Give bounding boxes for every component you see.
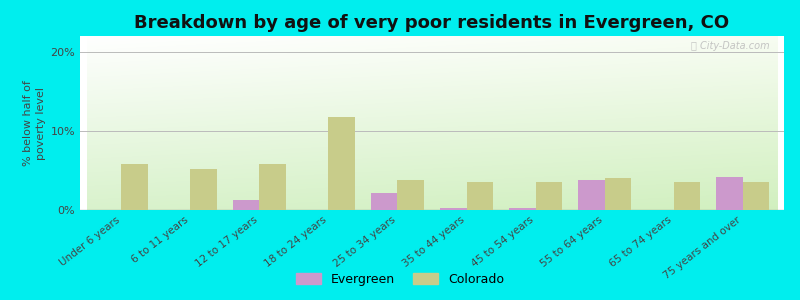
Bar (535, 182, 562, 210)
Bar (259, 164, 286, 210)
Bar (466, 182, 493, 210)
Bar (329, 117, 354, 210)
Bar (234, 200, 259, 210)
Bar (742, 182, 769, 210)
Bar (398, 180, 424, 210)
Legend: Evergreen, Colorado: Evergreen, Colorado (290, 268, 510, 291)
Bar (371, 193, 398, 210)
Title: Breakdown by age of very poor residents in Evergreen, CO: Breakdown by age of very poor residents … (134, 14, 730, 32)
Bar (440, 208, 466, 210)
Y-axis label: % below half of
poverty level: % below half of poverty level (23, 80, 46, 166)
Bar (122, 164, 148, 210)
Bar (578, 180, 605, 210)
Bar (605, 178, 630, 210)
Text: ⓘ City-Data.com: ⓘ City-Data.com (691, 41, 770, 51)
Bar (190, 169, 217, 210)
Bar (510, 208, 535, 210)
Bar (674, 182, 700, 210)
Bar (716, 177, 742, 210)
